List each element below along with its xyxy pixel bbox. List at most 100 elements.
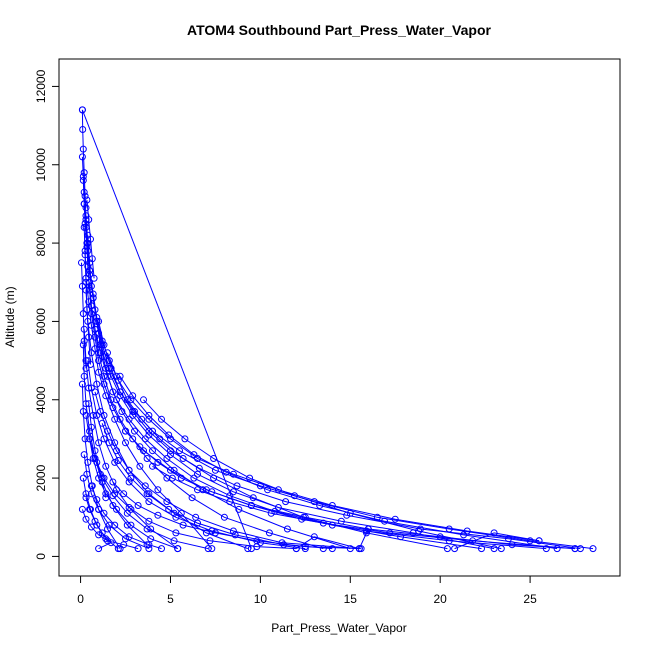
- data-point: [78, 282, 86, 290]
- data-point: [204, 545, 212, 553]
- data-point: [226, 498, 234, 506]
- data-point: [167, 451, 174, 459]
- data-point: [79, 310, 87, 318]
- data-point: [300, 513, 307, 521]
- data-point: [129, 392, 137, 400]
- data-point: [87, 310, 95, 318]
- data-point: [143, 455, 151, 462]
- data-point: [129, 435, 137, 443]
- data-point: [109, 502, 117, 509]
- data-point: [154, 511, 162, 519]
- data-point: [116, 388, 124, 396]
- data-point: [100, 341, 108, 349]
- data-point: [122, 439, 129, 447]
- data-point: [90, 274, 98, 282]
- data-point: [109, 478, 117, 486]
- data-point: [86, 435, 94, 443]
- data-point: [141, 435, 149, 443]
- data-point: [116, 372, 124, 380]
- data-point: [80, 223, 88, 231]
- data-point: [102, 462, 110, 470]
- data-point: [136, 462, 144, 470]
- data-point: [80, 372, 88, 380]
- series-line: [88, 403, 107, 498]
- chart-title: ATOM4 Southbound Part_Press_Water_Vapor: [187, 22, 491, 38]
- data-point: [111, 521, 119, 529]
- data-point: [188, 494, 196, 502]
- data-point: [206, 537, 214, 545]
- data-point: [78, 505, 86, 513]
- data-point: [264, 486, 272, 494]
- data-point: [79, 474, 87, 482]
- data-point: [100, 353, 108, 361]
- data-point: [478, 545, 485, 553]
- data-point: [229, 488, 237, 496]
- series-19: [140, 396, 505, 553]
- data-point: [113, 396, 120, 404]
- series-4: [80, 200, 543, 545]
- data-point: [93, 411, 101, 419]
- data-point: [98, 419, 106, 427]
- data-point: [91, 325, 99, 333]
- data-point: [125, 415, 133, 423]
- series-32: [85, 400, 110, 502]
- data-point: [194, 486, 201, 494]
- data-point: [82, 411, 90, 419]
- data-point: [95, 439, 103, 447]
- data-point: [78, 153, 86, 161]
- data-point: [88, 255, 96, 263]
- series-35: [78, 153, 90, 212]
- series-34: [80, 223, 94, 368]
- data-point: [145, 545, 153, 553]
- series-8: [86, 278, 327, 553]
- series-line: [94, 391, 360, 550]
- data-point: [190, 451, 198, 459]
- y-tick-label: 12000: [34, 69, 48, 103]
- data-point: [111, 490, 119, 498]
- data-point: [136, 443, 144, 451]
- data-point: [220, 513, 228, 521]
- x-tick-label: 20: [434, 592, 448, 606]
- data-point: [80, 451, 88, 459]
- series-line: [85, 415, 209, 550]
- data-point: [127, 505, 135, 513]
- data-point: [87, 482, 95, 490]
- data-point: [535, 537, 543, 545]
- data-point: [138, 415, 146, 423]
- x-tick-label: 5: [167, 592, 174, 606]
- data-point: [102, 494, 110, 502]
- data-point: [79, 173, 87, 180]
- series-line: [90, 485, 162, 550]
- data-point: [86, 278, 94, 286]
- data-point: [95, 531, 103, 539]
- series-24: [80, 451, 153, 553]
- data-point: [415, 527, 423, 535]
- data-point: [174, 545, 182, 553]
- data-point: [143, 490, 151, 498]
- series-line: [83, 454, 150, 550]
- series-line: [83, 203, 540, 542]
- data-point: [145, 431, 153, 439]
- series-14: [104, 349, 451, 553]
- y-tick-label: 2000: [34, 464, 48, 491]
- series-line: [90, 305, 482, 550]
- data-point: [210, 474, 218, 482]
- data-point: [104, 372, 111, 380]
- data-point: [282, 498, 290, 506]
- data-point: [79, 341, 87, 349]
- data-point: [100, 380, 108, 388]
- data-point: [95, 545, 103, 553]
- data-point: [145, 411, 153, 419]
- data-point: [116, 415, 124, 423]
- data-point: [589, 545, 597, 553]
- series-line: [86, 199, 95, 279]
- series-line: [96, 462, 297, 550]
- data-point: [104, 525, 111, 533]
- data-point: [79, 126, 87, 133]
- data-point: [107, 364, 115, 372]
- series-line: [85, 290, 248, 550]
- series-16: [116, 372, 561, 553]
- data-point: [460, 531, 468, 539]
- data-point: [211, 529, 219, 537]
